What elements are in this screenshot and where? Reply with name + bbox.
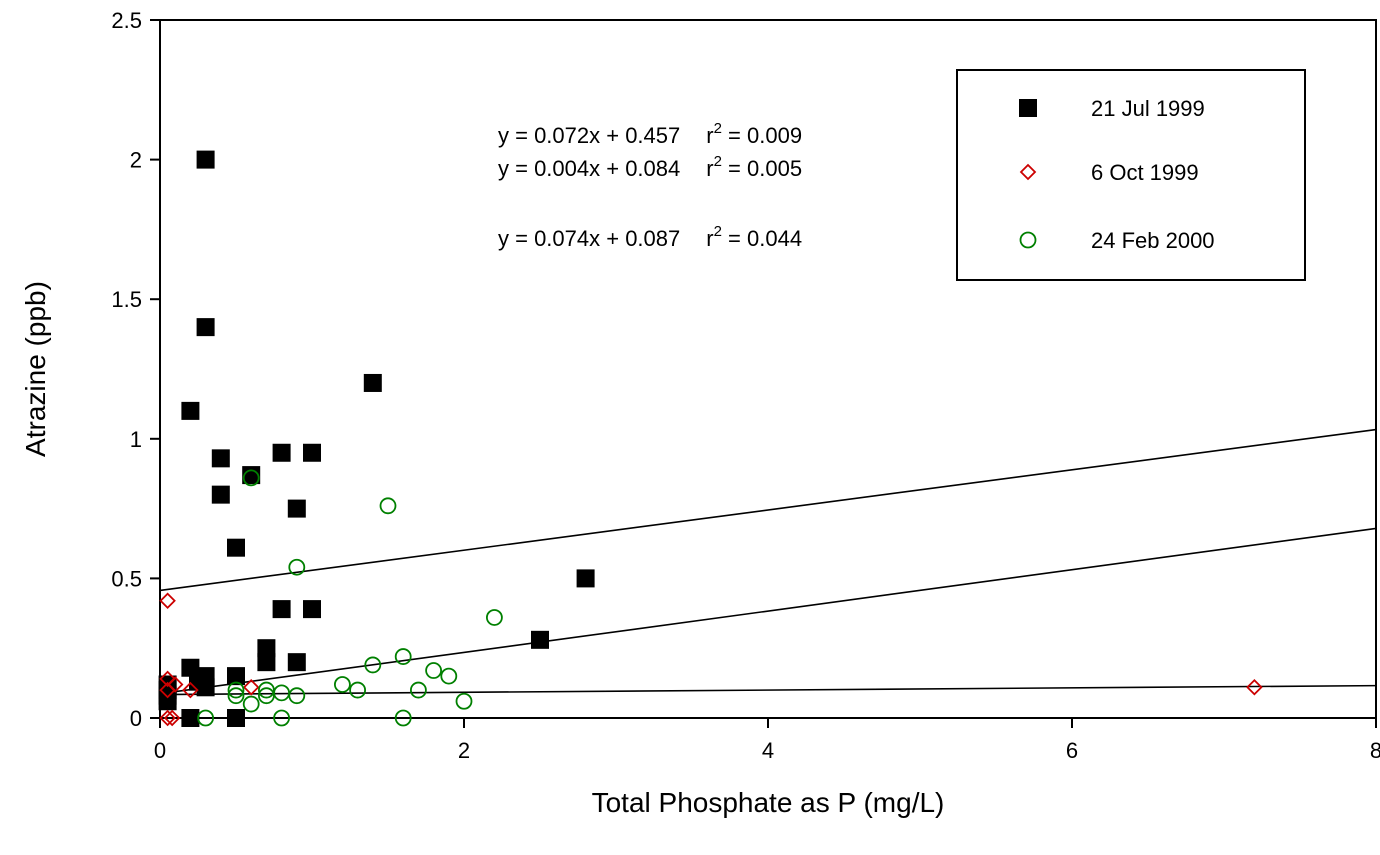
data-point: [163, 709, 181, 727]
legend-entry-2: 6 Oct 1999: [1019, 160, 1199, 185]
data-point: [227, 687, 245, 705]
legend-marker: [1019, 231, 1037, 249]
data-point: [257, 687, 275, 705]
y-axis-ticks: 0 0.5 1 1.5 2 2.5: [111, 8, 160, 731]
legend-marker: [1019, 99, 1037, 117]
x-tick-label: 8: [1370, 738, 1380, 763]
data-point: [211, 485, 230, 504]
fit-line-1: [159, 428, 1377, 592]
data-point: [425, 662, 443, 679]
legend-label: 21 Jul 1999: [1091, 96, 1205, 121]
data-point: [303, 600, 321, 619]
legend-box: [956, 69, 1306, 281]
data-point: [364, 656, 382, 674]
data-point: [197, 709, 215, 727]
data-point: [227, 709, 245, 727]
data-point: [349, 681, 367, 699]
x-tick-label: 6: [1066, 738, 1078, 763]
data-point: [440, 667, 458, 685]
x-axis-title: Total Phosphate as P (mg/L): [592, 787, 945, 818]
series-3: [197, 469, 503, 727]
data-point: [242, 695, 260, 713]
data-point: [242, 679, 260, 696]
series-1: [158, 150, 595, 727]
y-tick-label: 1: [130, 427, 142, 452]
x-tick-label: 4: [762, 738, 774, 763]
fit-line-3: [159, 527, 1377, 695]
data-point: [227, 538, 245, 557]
data-point: [227, 681, 245, 699]
data-point: [287, 653, 306, 672]
data-point: [227, 667, 245, 686]
data-point: [363, 373, 382, 392]
data-point: [181, 709, 200, 727]
data-point: [196, 150, 215, 169]
x-tick-label: 2: [458, 738, 470, 763]
data-point: [182, 681, 199, 699]
fit-line-2: [159, 684, 1377, 696]
data-point: [158, 692, 177, 711]
y-tick-label: 0: [130, 706, 142, 731]
legend-entry-1: 21 Jul 1999: [1019, 96, 1205, 121]
data-point: [272, 600, 291, 619]
data-point: [576, 569, 595, 588]
data-point: [379, 497, 397, 515]
regression-equation-2: y = 0.004x + 0.084 r2 = 0.005: [498, 153, 802, 181]
data-markers: [158, 150, 1263, 727]
data-point: [273, 709, 291, 727]
data-point: [196, 318, 215, 337]
data-point: [181, 401, 200, 420]
y-tick-label: 0.5: [111, 566, 142, 591]
data-point: [257, 653, 276, 672]
legend-marker: [1019, 163, 1037, 181]
data-point: [1246, 679, 1263, 696]
x-axis-ticks: 0 2 4 6 8: [154, 718, 1380, 763]
legend-label: 24 Feb 2000: [1091, 228, 1215, 253]
y-tick-label: 1.5: [111, 287, 142, 312]
legend-label: 6 Oct 1999: [1091, 160, 1199, 185]
data-point: [196, 678, 215, 697]
data-point: [288, 558, 306, 576]
y-axis-title: Atrazine (ppb): [20, 281, 51, 457]
fit-lines: [159, 428, 1377, 696]
regression-equation-1: y = 0.072x + 0.457 r2 = 0.009: [498, 120, 802, 148]
data-point: [181, 658, 200, 677]
data-point: [394, 648, 412, 665]
series-2: [159, 592, 1263, 727]
y-tick-label: 2.5: [111, 8, 142, 33]
data-point: [257, 639, 276, 658]
data-point: [485, 609, 503, 626]
data-point: [288, 687, 306, 705]
data-point: [287, 499, 306, 518]
data-point: [333, 676, 351, 693]
legend-entry-3: 24 Feb 2000: [1019, 228, 1215, 253]
data-point: [455, 692, 473, 710]
data-point: [409, 681, 427, 699]
regression-annotations: y = 0.072x + 0.457 r2 = 0.009 y = 0.004x +…: [498, 120, 802, 251]
regression-equation-3: y = 0.074x + 0.087 r2 = 0.044: [498, 223, 802, 251]
data-point: [159, 670, 176, 688]
data-point: [272, 443, 291, 462]
y-tick-label: 2: [130, 148, 142, 173]
legend: 21 Jul 1999 6 Oct 1999 24 Feb 2000: [956, 69, 1306, 281]
data-point: [166, 676, 184, 693]
data-point: [303, 443, 321, 462]
data-point: [531, 630, 549, 649]
data-point: [394, 709, 412, 727]
data-point: [159, 709, 176, 727]
data-point: [211, 449, 230, 468]
data-point: [242, 466, 261, 485]
data-point: [159, 592, 176, 610]
data-point: [242, 469, 260, 487]
x-tick-label: 0: [154, 738, 166, 763]
